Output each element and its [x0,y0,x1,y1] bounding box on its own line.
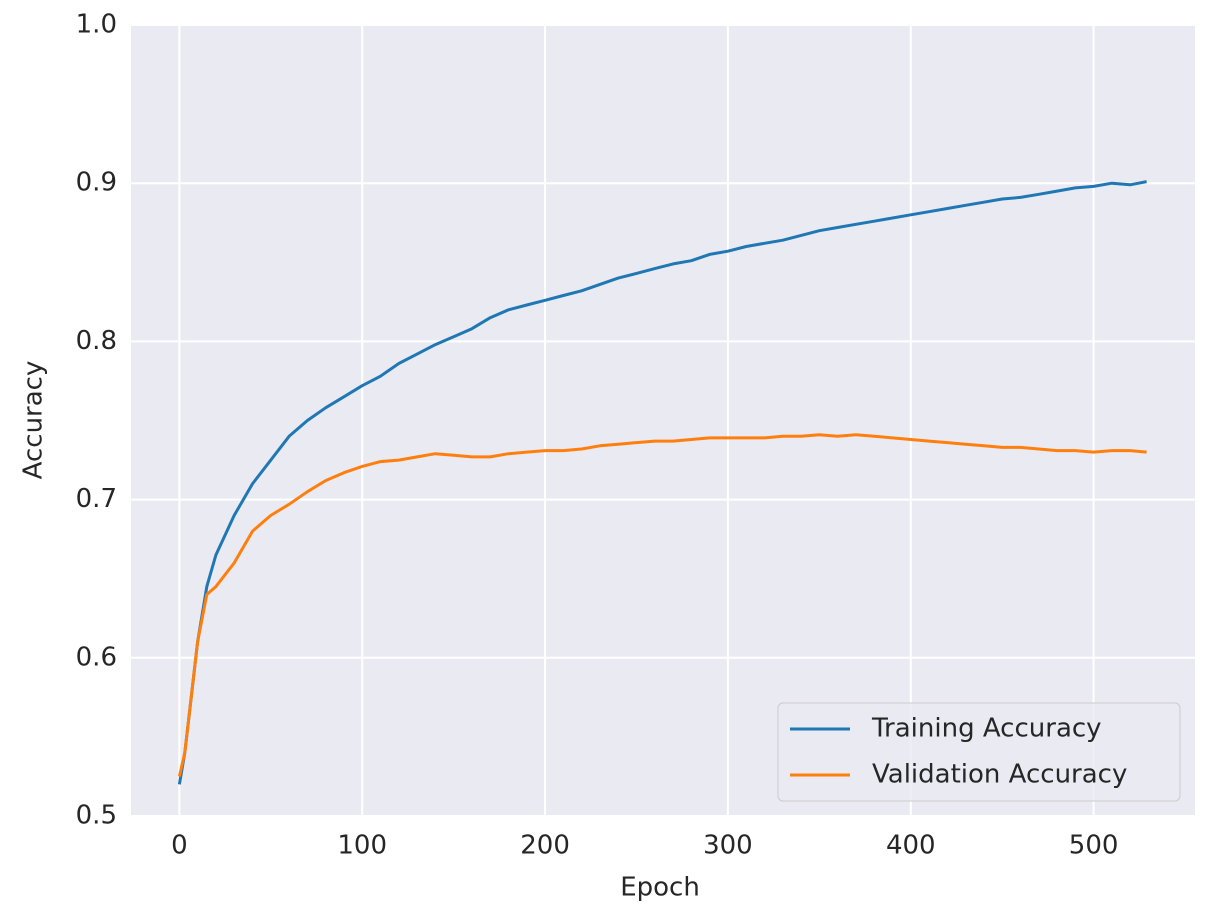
x-tick-label: 200 [520,831,570,861]
y-axis-label: Accuracy [19,361,49,480]
x-axis-label: Epoch [620,873,700,903]
line [177,433,1147,777]
y-tick-label: 0.7 [76,484,117,514]
legend-label: Training Accuracy [871,714,1102,744]
y-tick-label: 0.5 [76,801,117,831]
y-tick-label: 1.0 [76,10,117,40]
y-tick-label: 0.8 [76,326,117,356]
legend-label: Validation Accuracy [872,760,1127,790]
y-tick-label: 0.6 [76,642,117,672]
y-tick-label: 0.9 [76,168,117,198]
plot-area [131,25,1195,816]
x-tick-label: 400 [886,831,936,861]
legend-box [777,702,1181,802]
x-tick-label: 500 [1069,831,1119,861]
x-tick-label: 300 [703,831,753,861]
x-tick-label: 100 [337,831,387,861]
line [177,180,1147,785]
x-tick-label: 0 [171,831,188,861]
